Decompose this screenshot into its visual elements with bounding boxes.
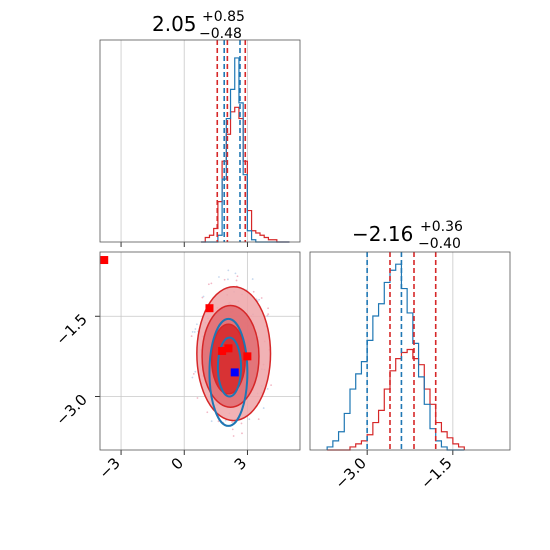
panel-frame [99,39,301,243]
title-param-1: 2.05 +0.85 −0.48 [152,9,245,42]
scatter-point [260,297,263,299]
scatter-point [252,290,255,293]
scatter-point [231,428,234,431]
scatter-point [262,407,265,409]
scatter-point [258,298,261,301]
title-param-2: −2.16 +0.36 −0.40 [352,219,463,252]
scatter-point [196,397,199,399]
scatter-point [201,296,204,299]
red-marker [243,352,252,361]
histogram-red [327,348,465,451]
scatter-point [202,295,205,298]
y-tick-label: −1.5 [52,310,90,348]
title-param-2-lower: −0.40 [418,236,461,252]
blue-contour [216,336,243,398]
scatter-point [210,420,213,423]
scatter-point [231,421,233,424]
scatter-point [227,269,230,272]
scatter-point [232,435,235,437]
scatter-point [223,278,226,281]
scatter-point [206,411,209,414]
scatter-point [227,278,229,281]
histogram-blue [326,263,465,451]
histogram-panel-param-2: −3.0 −1.5 [309,251,511,493]
scatter-point [234,272,237,275]
scatter-point [267,313,270,316]
x-tick-label: 0 [168,454,187,473]
blue-contour [208,317,249,427]
scatter-point [257,418,260,421]
red-marker [218,347,227,355]
x-tick-label: −3.0 [331,454,369,492]
y-tick-label: −3.0 [52,391,90,429]
scatter-point [191,331,194,333]
title-param-2-median: −2.16 [352,222,413,246]
title-param-2-upper: +0.36 [420,219,463,235]
scatter-point [195,323,198,326]
title-param-1-upper: +0.85 [202,9,245,25]
scatter-point [207,283,210,286]
title-param-1-median: 2.05 [152,12,197,36]
scatter-point [248,418,251,421]
scatter-point [190,335,193,337]
scatter-point [251,278,254,280]
scatter-point [235,279,238,282]
histogram-blue [201,57,290,243]
red-marker [224,344,233,353]
scatter-point [236,275,239,278]
scatter-point [194,328,197,330]
scatter-point [192,372,195,375]
scatter-point [266,388,269,390]
contour-panel: −3 0 3 −1.5 −3.0 [52,251,301,482]
histogram-panel-param-1 [99,39,301,247]
scatter-point [224,419,227,422]
scatter-point [240,422,243,425]
scatter-point [217,420,220,423]
scatter-point [210,282,213,285]
scatter-point [191,376,194,379]
blue-marker [230,368,239,377]
panel-frame [99,251,301,451]
red-marker [205,304,214,313]
x-tick-label: 3 [231,454,250,473]
scatter-point [270,384,273,387]
title-param-1-lower: −0.48 [199,26,242,42]
x-tick-label: −3 [96,454,124,482]
scatter-point [266,315,269,318]
x-tick-label: −1.5 [417,454,455,492]
scatter-point [193,331,196,333]
scatter-point [218,276,220,278]
scatter-point [241,432,243,435]
panel-frame [309,251,511,451]
red-marker [100,256,109,265]
scatter-point [267,307,269,310]
scatter-point [194,370,197,373]
